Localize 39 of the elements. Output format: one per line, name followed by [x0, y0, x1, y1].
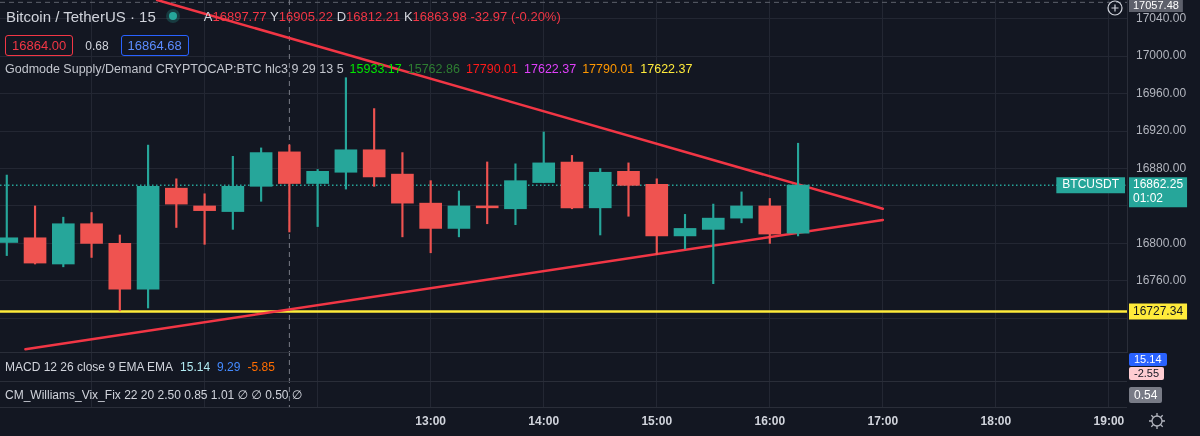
text: 0.54	[1129, 386, 1163, 403]
text: -5.85	[247, 359, 275, 374]
x-tick-label: 17:00	[867, 413, 899, 428]
text: -2.55	[1129, 367, 1165, 380]
y-tick-label: 17000.00	[1136, 48, 1187, 63]
text: CM_Williams_Vix_Fix 22 20 2.50 0.85 1.01 ∅ ∅ 0.50 ∅	[5, 387, 303, 402]
annotation: 17790.01	[465, 62, 519, 76]
annotation: 16864.68	[120, 35, 189, 56]
x-tick-label: 13:00	[415, 413, 447, 428]
y-tick-label: 16760.00	[1136, 273, 1187, 288]
annotation: 15762.86	[407, 62, 460, 76]
ref-line-label: 17057.48	[1133, 0, 1179, 12]
text: 15.14	[180, 359, 211, 374]
text: 9.29	[217, 359, 241, 374]
x-tick-label: 14:00	[528, 413, 560, 428]
annotation: 17622.37	[524, 62, 577, 76]
ref-line-label: 16862.25	[1133, 177, 1184, 192]
x-tick-label: 16:00	[754, 413, 786, 428]
text: BTCUSDT	[1062, 177, 1120, 192]
annotation: 0.68	[84, 38, 110, 53]
annotation: Godmode Supply/Demand CRYPTOCAP:BTC hlc3 9 29 13 5	[5, 62, 344, 76]
candlestick	[617, 162, 640, 217]
text: Bitcoin / TetherUS · 15	[6, 7, 156, 25]
y-tick-label: 16880.00	[1136, 160, 1187, 175]
annotation: 17790.01	[582, 62, 635, 76]
text: 01:02	[1133, 191, 1164, 206]
x-tick-label: 19:00	[1093, 413, 1125, 428]
x-tick-label: 18:00	[980, 413, 1012, 428]
y-tick-label: 16920.00	[1136, 123, 1187, 138]
text: 15.14	[1129, 353, 1167, 366]
x-tick-label: 15:00	[641, 413, 673, 428]
y-tick-label: 17040.00	[1136, 11, 1187, 26]
y-tick-label: 16960.00	[1136, 85, 1187, 100]
y-tick-label: 16800.00	[1136, 235, 1187, 250]
annotation: 16864.00	[5, 35, 74, 56]
text: MACD 12 26 close 9 EMA EMA	[5, 359, 174, 374]
ref-line-label: 16727.34	[1133, 303, 1184, 318]
annotation: 17622.37	[640, 62, 693, 76]
annotation: 15933.17	[349, 62, 402, 76]
